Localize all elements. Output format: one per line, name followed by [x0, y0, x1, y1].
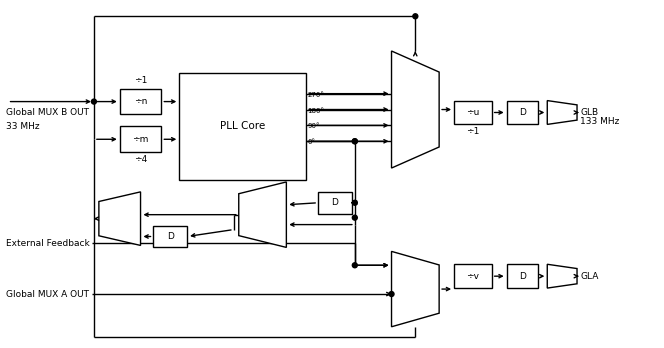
Text: GLB: GLB — [580, 108, 598, 117]
Text: ÷4: ÷4 — [134, 155, 147, 164]
Text: 90°: 90° — [307, 124, 319, 129]
Circle shape — [353, 200, 357, 205]
Text: ÷1: ÷1 — [134, 76, 147, 85]
Text: ÷n: ÷n — [134, 97, 147, 106]
Text: 180°: 180° — [307, 108, 324, 113]
Text: 270°: 270° — [307, 92, 324, 98]
Polygon shape — [239, 182, 286, 247]
Text: ÷u: ÷u — [466, 108, 479, 117]
Circle shape — [92, 99, 96, 104]
Bar — [507, 101, 539, 124]
Text: ÷m: ÷m — [132, 135, 149, 144]
Circle shape — [353, 139, 357, 144]
Bar — [507, 264, 539, 288]
Text: External Feedback: External Feedback — [5, 239, 90, 248]
Text: 0°: 0° — [307, 139, 315, 145]
Bar — [454, 101, 492, 124]
Text: GLA: GLA — [580, 272, 598, 281]
Bar — [120, 89, 161, 114]
Bar — [454, 264, 492, 288]
Bar — [153, 226, 187, 247]
Circle shape — [353, 215, 357, 220]
Polygon shape — [547, 101, 577, 124]
Text: 133 MHz: 133 MHz — [580, 117, 620, 126]
Text: D: D — [519, 272, 526, 281]
Text: ÷1: ÷1 — [466, 127, 479, 136]
Bar — [179, 73, 306, 180]
Polygon shape — [99, 192, 141, 245]
Polygon shape — [392, 251, 439, 327]
Text: PLL Core: PLL Core — [220, 121, 266, 132]
Text: Global MUX A OUT: Global MUX A OUT — [5, 290, 88, 299]
Text: D: D — [167, 232, 174, 241]
Polygon shape — [392, 51, 439, 168]
Text: ÷v: ÷v — [466, 272, 479, 281]
Text: 33 MHz: 33 MHz — [5, 122, 39, 131]
Circle shape — [413, 14, 418, 19]
Circle shape — [353, 263, 357, 268]
Text: D: D — [519, 108, 526, 117]
Text: D: D — [331, 198, 339, 207]
Text: Global MUX B OUT: Global MUX B OUT — [5, 108, 88, 117]
Bar — [318, 192, 352, 214]
Circle shape — [353, 139, 357, 144]
Polygon shape — [547, 264, 577, 288]
Bar — [120, 126, 161, 152]
Circle shape — [389, 292, 394, 296]
